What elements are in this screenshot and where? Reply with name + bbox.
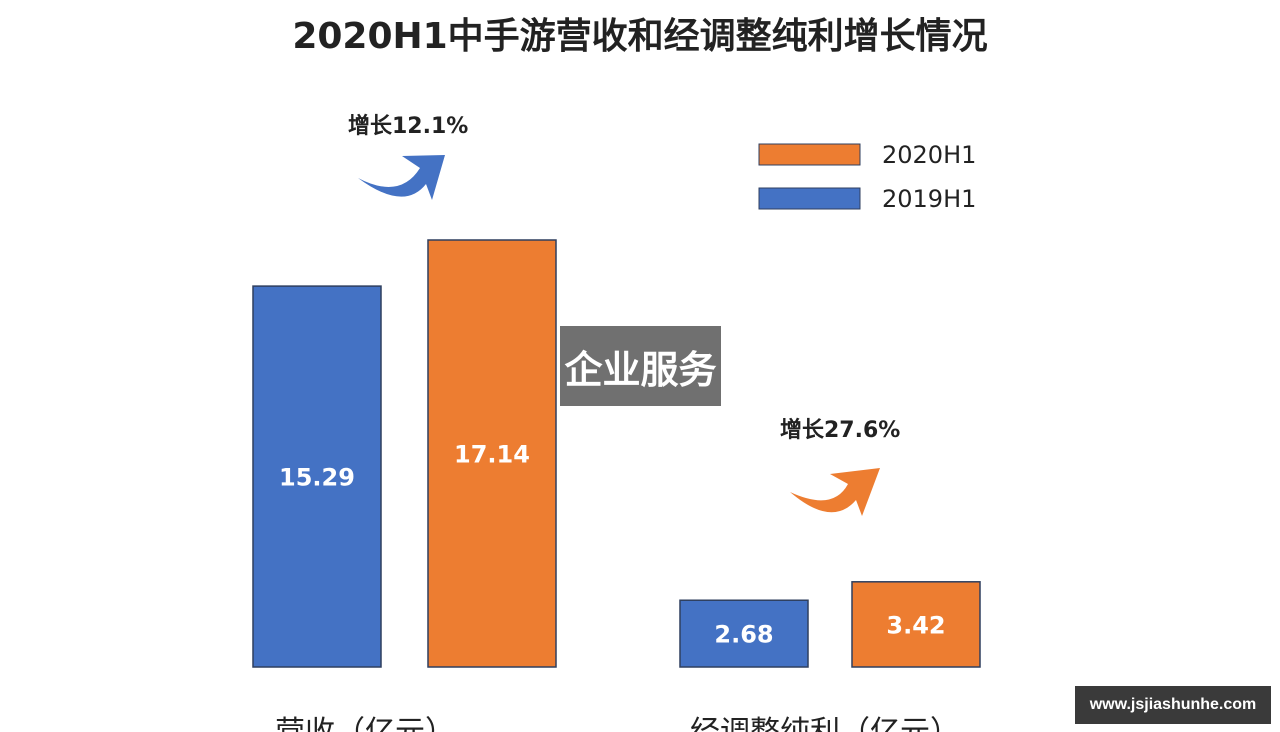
bar-2019H1-0	[252, 285, 382, 668]
category-label: 营收（亿元）	[275, 715, 455, 732]
growth-annotation: 增长12.1%	[348, 113, 468, 139]
bar-value-label: 3.42	[886, 611, 945, 639]
category-overlay-label: 企业服务	[560, 326, 721, 406]
bar-2020H1-1	[851, 581, 981, 668]
bar-value-label: 17.14	[454, 441, 530, 469]
bar-value-label: 2.68	[714, 621, 773, 649]
legend-swatch	[758, 187, 861, 210]
bar-value-label: 15.29	[279, 464, 355, 492]
category-label: 经调整纯利（亿元）	[690, 715, 960, 732]
legend-label: 2020H1	[882, 141, 976, 169]
site-watermark[interactable]: www.jsjiashunhe.com	[1075, 686, 1271, 724]
bar-2019H1-1	[679, 599, 809, 668]
growth-annotation: 增长27.6%	[780, 417, 900, 443]
growth-arrow-icon	[790, 468, 880, 516]
legend-swatch	[758, 143, 861, 166]
bar-2020H1-0	[427, 239, 557, 668]
chart-title: 2020H1中手游营收和经调整纯利增长情况	[292, 16, 987, 57]
legend-label: 2019H1	[882, 185, 976, 213]
growth-arrow-icon	[358, 155, 445, 200]
